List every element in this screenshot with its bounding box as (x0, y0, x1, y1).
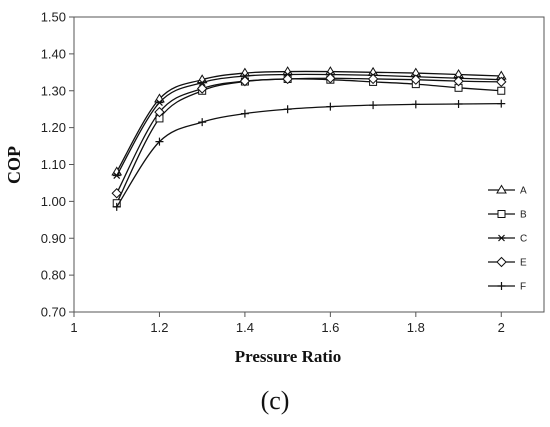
series-line-b (116, 78, 502, 204)
x-tick-label: 1.4 (236, 320, 254, 335)
x-tick-label: 1.8 (407, 320, 425, 335)
data-point-f (283, 105, 292, 114)
legend-label: F (520, 282, 526, 293)
data-point-b (497, 86, 506, 95)
series-line-e (116, 77, 502, 194)
data-point-e (154, 106, 165, 118)
series-a (111, 66, 507, 176)
y-tick-label: 0.80 (41, 268, 66, 283)
data-point-f (155, 137, 164, 146)
data-point-e (282, 73, 293, 85)
legend-marker-f (497, 282, 506, 290)
data-point-e (196, 83, 208, 94)
legend-marker-b (497, 210, 506, 218)
plot-frame (73, 16, 545, 313)
data-point-e (325, 73, 336, 84)
y-tick-label: 1.30 (41, 83, 66, 98)
series-b (112, 74, 506, 208)
data-point-f (112, 202, 121, 211)
legend-marker-a (496, 184, 507, 194)
x-tick-label: 1.2 (150, 320, 168, 335)
legend-label: E (520, 258, 527, 269)
series-c (112, 71, 506, 179)
data-point-a (282, 66, 294, 76)
x-axis-label: Pressure Ratio (235, 347, 342, 366)
y-tick-label: 1.10 (41, 157, 66, 172)
x-tick-label: 1.6 (321, 320, 339, 335)
legend-label: C (520, 234, 527, 245)
legend-label: B (520, 210, 527, 221)
legend: A B C E F (488, 184, 527, 293)
data-point-f (240, 109, 249, 118)
y-tick-label: 0.70 (41, 305, 66, 320)
y-tick-label: 1.40 (41, 46, 66, 61)
y-tick-label: 1.50 (41, 10, 66, 25)
data-point-f (411, 100, 420, 109)
data-point-e (111, 188, 122, 199)
y-tick-label: 1.20 (41, 120, 66, 135)
series-e (111, 73, 507, 199)
data-point-e (453, 75, 464, 87)
legend-marker-c (497, 234, 506, 242)
x-tick-label: 1 (70, 320, 77, 335)
plot-layer: 0.70 0.80 0.90 1.00 1.10 1.20 1.30 1.40 1.50 1 1.2… (41, 10, 545, 335)
data-point-e (367, 73, 379, 85)
legend-marker-e (496, 256, 507, 268)
y-tick-label: 1.00 (41, 194, 66, 209)
series-line-c (116, 73, 502, 176)
series-line-f (116, 103, 502, 208)
data-point-f (454, 100, 463, 109)
y-tick-label: 0.90 (41, 231, 66, 246)
data-point-e (410, 74, 422, 85)
data-point-c (198, 79, 207, 87)
data-point-e (239, 75, 251, 87)
data-point-c (155, 99, 164, 106)
data-point-f (198, 118, 207, 127)
legend-label: A (520, 186, 527, 197)
series-f (112, 99, 506, 211)
y-axis-label: COP (4, 146, 24, 184)
x-tick-label: 2 (498, 320, 505, 335)
data-point-f (326, 102, 335, 111)
series-line-a (116, 70, 502, 173)
data-point-c (112, 172, 121, 179)
data-point-e (496, 76, 507, 88)
data-point-f (497, 99, 506, 108)
figure-caption: (c) (260, 386, 290, 415)
data-point-f (369, 101, 378, 110)
